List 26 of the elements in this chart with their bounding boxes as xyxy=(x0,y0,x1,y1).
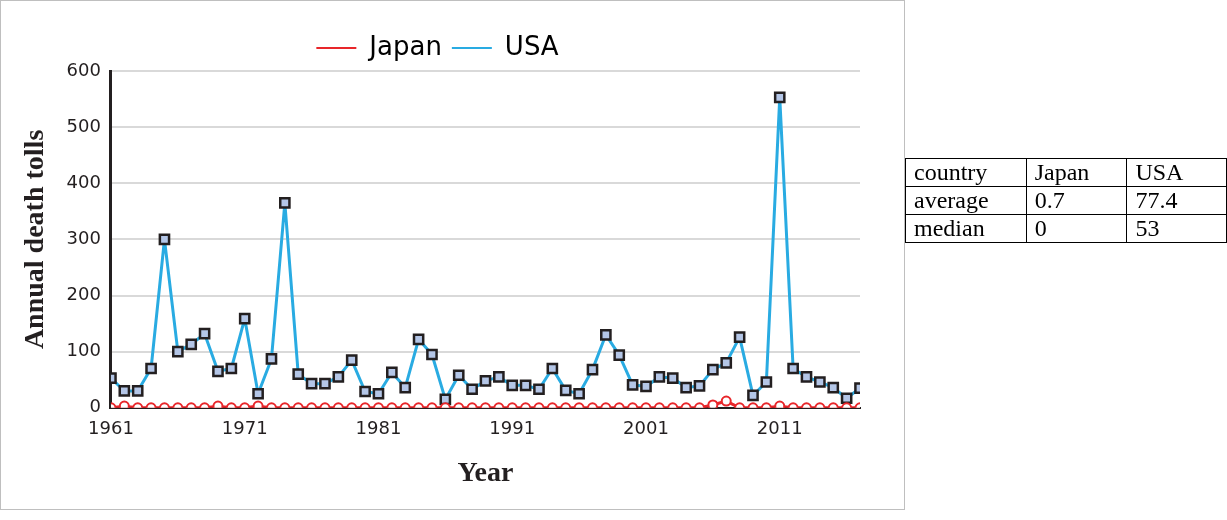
legend-label: Japan xyxy=(367,30,442,61)
text: median xyxy=(905,214,1027,243)
x-tick-label: 1991 xyxy=(489,417,536,439)
text: 0.7 xyxy=(1026,186,1127,215)
legend-label: USA xyxy=(504,30,559,61)
y-tick-label: 600 xyxy=(66,58,101,80)
text: Japan xyxy=(1026,158,1127,187)
x-tick-label: 1961 xyxy=(88,417,134,439)
y-axis-title: Annual death tolls xyxy=(18,129,50,350)
text: USA xyxy=(1126,158,1227,187)
y-tick-label: 500 xyxy=(66,114,101,136)
text: 0 xyxy=(1026,214,1127,243)
y-tick-label: 200 xyxy=(66,283,101,305)
text: country xyxy=(905,158,1027,187)
text: average xyxy=(905,186,1027,215)
y-tick-label: 100 xyxy=(66,339,101,361)
x-tick-label: 2001 xyxy=(623,417,669,439)
text: 53 xyxy=(1126,214,1227,243)
x-axis-title: Year xyxy=(457,456,514,488)
y-tick-label: 300 xyxy=(66,227,101,249)
x-tick-label: 2011 xyxy=(756,417,803,439)
x-tick-label: 1981 xyxy=(355,417,402,439)
text: 77.4 xyxy=(1126,186,1227,215)
y-tick-label: 400 xyxy=(66,170,101,192)
x-tick-label: 1971 xyxy=(221,417,268,439)
y-tick-label: 0 xyxy=(89,395,101,417)
